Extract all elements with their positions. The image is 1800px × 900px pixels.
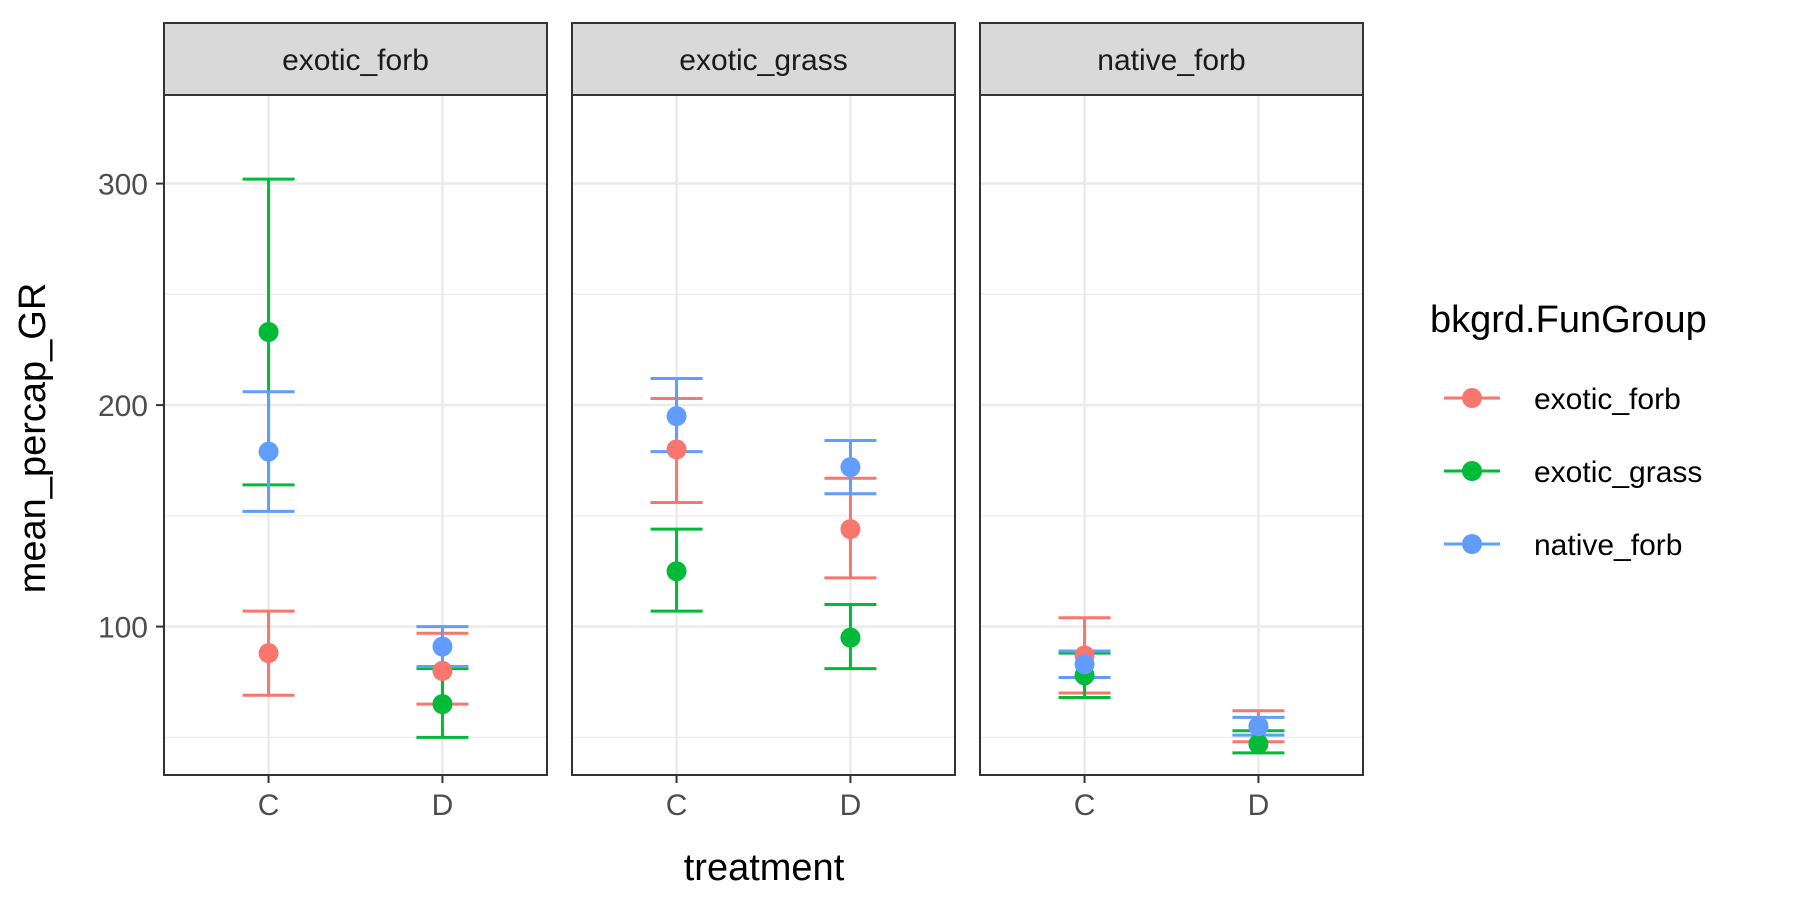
legend-keys: exotic_forb exotic_grass native_forb (1444, 383, 1702, 562)
data-marks (1058, 616, 1285, 755)
legend-item-exotic_grass: exotic_grass (1444, 456, 1702, 489)
point-exotic_grass-D (840, 627, 861, 648)
facet-strip (571, 22, 956, 96)
legend-label: exotic_forb (1534, 383, 1681, 416)
facet-panel-exotic_forb: exotic_forb C D (163, 22, 548, 822)
data-marks (650, 377, 877, 671)
facet-panel-native_forb: native_forb C D (979, 22, 1364, 822)
y-axis: 100 200 300 (98, 169, 164, 645)
point-exotic_grass-C (666, 561, 687, 582)
point-native_forb-D (1248, 716, 1269, 737)
legend-key-point (1462, 388, 1482, 408)
y-tick-label: 300 (98, 169, 148, 202)
legend-title: bkgrd.FunGroup (1430, 299, 1707, 341)
x-tick-label: D (1248, 789, 1270, 822)
point-native_forb-D (840, 457, 861, 478)
panel-border (979, 94, 1364, 776)
facet-strip-label: exotic_grass (679, 44, 847, 77)
point-exotic_forb-D (840, 519, 861, 540)
facet-strip-label: native_forb (1097, 44, 1245, 77)
facet-panel-exotic_grass: exotic_grass C D (571, 22, 956, 822)
point-exotic_grass-C (258, 322, 279, 343)
point-exotic_forb-C (258, 643, 279, 664)
legend-key-point (1462, 461, 1482, 481)
x-tick-label: D (840, 789, 862, 822)
legend-key-point (1462, 534, 1482, 554)
y-tick-label: 100 (98, 612, 148, 645)
facet-strip-label: exotic_forb (282, 44, 429, 77)
y-axis-title: mean_percap_GR (12, 283, 54, 594)
point-exotic_grass-D (1248, 733, 1269, 754)
legend-label: exotic_grass (1534, 456, 1702, 489)
x-tick-label: D (432, 789, 454, 822)
facet-strip (979, 22, 1364, 96)
x-tick-label: C (666, 789, 688, 822)
panel-border (163, 94, 548, 776)
data-marks (242, 177, 469, 739)
legend-label: native_forb (1534, 529, 1682, 562)
x-tick-label: C (258, 789, 280, 822)
point-native_forb-C (1074, 654, 1095, 675)
point-exotic_grass-D (432, 694, 453, 715)
point-exotic_forb-C (666, 439, 687, 460)
panel-background (572, 95, 955, 775)
legend-item-exotic_forb: exotic_forb (1444, 383, 1681, 416)
point-native_forb-C (258, 441, 279, 462)
panel-border (571, 94, 956, 776)
point-exotic_forb-D (432, 660, 453, 681)
y-tick-label: 200 (98, 390, 148, 423)
legend: bkgrd.FunGroup exotic_forb exotic_grassna… (1430, 299, 1707, 562)
panel-background (164, 95, 547, 775)
point-native_forb-D (432, 636, 453, 657)
facet-strip (163, 22, 548, 96)
point-native_forb-C (666, 406, 687, 427)
x-tick-label: C (1074, 789, 1096, 822)
legend-item-native_forb: native_forb (1444, 529, 1682, 562)
x-axis-title: treatment (684, 847, 845, 889)
panel-background (980, 95, 1363, 775)
